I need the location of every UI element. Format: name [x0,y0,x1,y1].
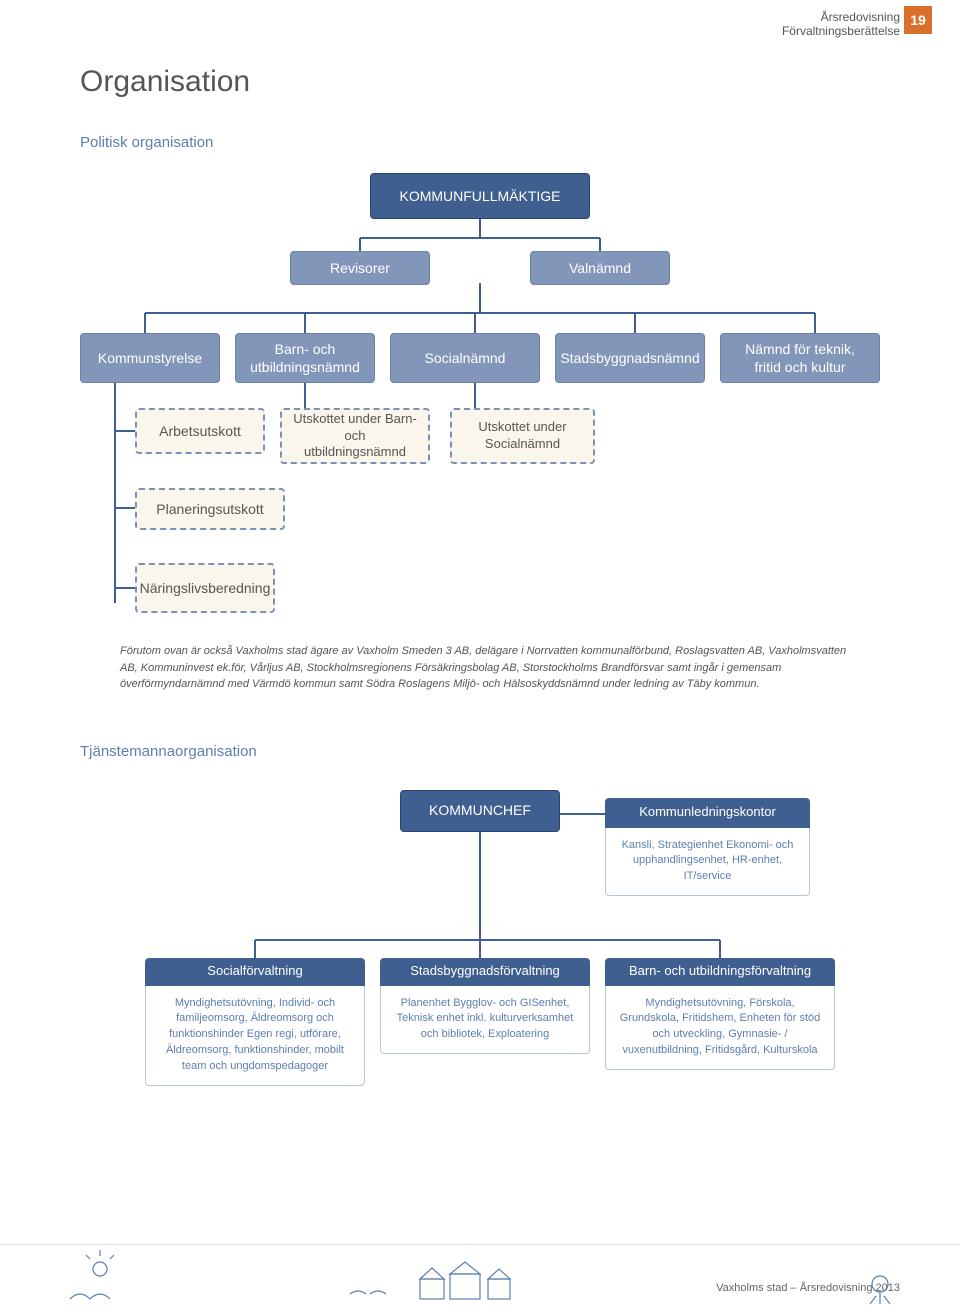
section-label-tjansteman: Tjänstemannaorganisation [80,743,880,760]
page-title: Organisation [80,65,880,99]
header-meta: Årsredovisning Förvaltningsberättelse [782,10,900,38]
col1-body: Myndighetsutövning, Individ- och familje… [145,986,365,1087]
col3-body: Myndighetsutövning, Förskola, Grundskola… [605,986,835,1071]
node-utskott-social: Utskottet under Socialnämnd [450,408,595,464]
col1-head: Socialförvaltning [145,958,365,986]
col3-head: Barn- och utbildningsförvaltning [605,958,835,986]
node-teknik-fritid: Nämnd för teknik, fritid och kultur [720,333,880,383]
col-socialforvaltning: Socialförvaltning Myndighetsutövning, In… [145,958,365,1087]
header-line2: Förvaltningsberättelse [782,24,900,38]
org-chart-politisk: KOMMUNFULLMÄKTIGE Revisorer Valnämnd Kom… [80,173,880,633]
node-planeringsutskott: Planeringsutskott [135,488,285,530]
node-stadsbyggnad: Stadsbyggnadsnämnd [555,333,705,383]
node-kommunledning-head: Kommunledningskontor [605,798,810,828]
col2-head: Stadsbyggnadsförvaltning [380,958,590,986]
node-kommunfullmaktige: KOMMUNFULLMÄKTIGE [370,173,590,219]
node-naringslivsberedning: Näringslivsberedning [135,563,275,613]
node-kommunchef: KOMMUNCHEF [400,790,560,832]
node-valnamnd: Valnämnd [530,251,670,285]
node-socialnamnd: Socialnämnd [390,333,540,383]
col-barn-utbildning: Barn- och utbildningsförvaltning Myndigh… [605,958,835,1071]
node-barn-utbildning: Barn- och utbildningsnämnd [235,333,375,383]
page-footer: Vaxholms stad – Årsredovisning 2013 [0,1244,960,1314]
node-arbetsutskott: Arbetsutskott [135,408,265,454]
col2-body: Planenhet Bygglov- och GISenhet, Teknisk… [380,986,590,1055]
node-kommunledningskontor: Kommunledningskontor Kansli, Strategienh… [605,798,810,897]
node-utskott-barn: Utskottet under Barn- och utbildningsnäm… [280,408,430,464]
node-revisorer: Revisorer [290,251,430,285]
footnote-text: Förutom ovan är också Vaxholms stad ägar… [80,643,880,693]
header-line1: Årsredovisning [782,10,900,24]
col-stadsbyggnad: Stadsbyggnadsförvaltning Planenhet Byggl… [380,958,590,1055]
page-number-badge: 19 [904,6,932,34]
node-kommunledning-body: Kansli, Strategienhet Ekonomi- och uppha… [605,828,810,897]
org-chart-tjansteman: KOMMUNCHEF Kommunledningskontor Kansli, … [80,790,880,1070]
section-label-politisk: Politisk organisation [80,134,880,151]
footer-text: Vaxholms stad – Årsredovisning 2013 [716,1282,900,1294]
node-kommunstyrelse: Kommunstyrelse [80,333,220,383]
